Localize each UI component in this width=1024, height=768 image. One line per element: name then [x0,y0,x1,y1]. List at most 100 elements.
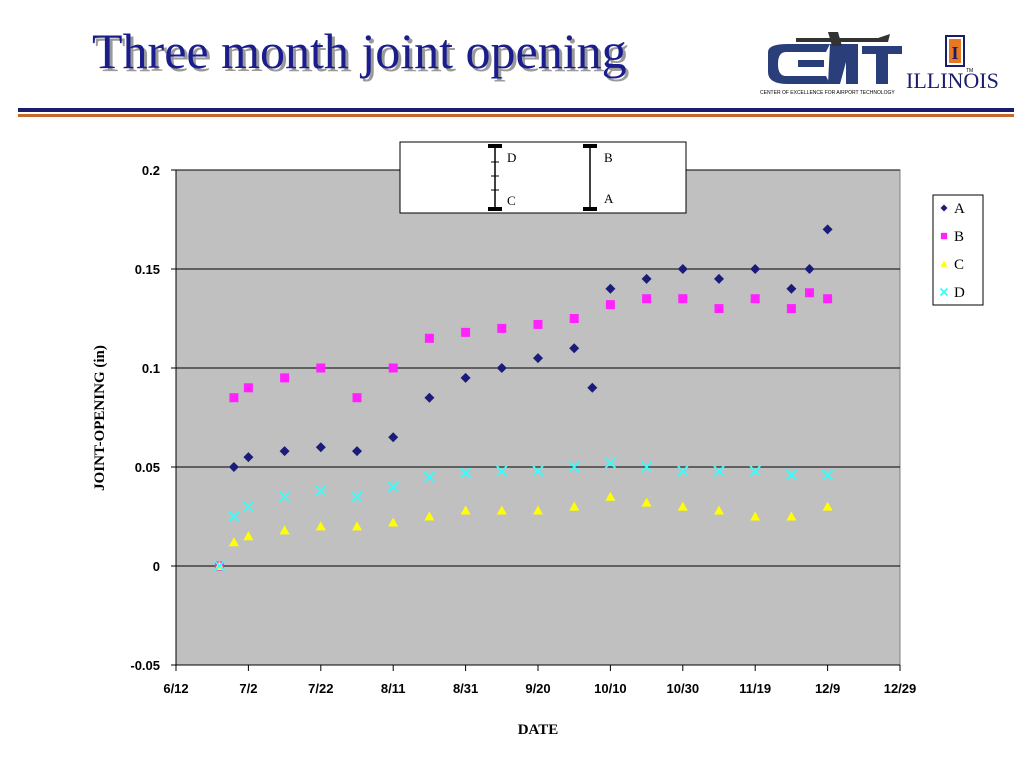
data-point-C [714,505,724,515]
data-point-C [750,511,761,521]
inset-label-b: B [604,150,613,165]
data-point-B [823,294,833,304]
data-point-A [243,452,254,463]
illinois-wordmark: ILLINOIS [906,68,999,93]
data-point-A [641,273,652,284]
data-point-B [714,304,724,314]
data-point-C [228,537,239,547]
legend-label-D: D [954,285,965,301]
data-point-A [352,446,362,457]
x-tick-label: 10/10 [594,681,627,696]
data-point-B [805,288,814,298]
data-point-C [279,525,290,535]
data-point-D [640,461,653,473]
x-tick-label: 12/9 [815,681,840,696]
y-tick-label: 0.05 [135,460,160,475]
legend-label-A: A [954,201,965,217]
data-point-A [228,462,239,472]
legend-label-C: C [954,257,964,273]
data-point-A [605,283,616,294]
legend-marker-C [940,260,948,267]
data-point-B [569,314,579,323]
data-point-A [388,432,399,443]
inset-label-c: C [507,193,516,208]
data-point-C [315,521,326,531]
y-tick-label: -0.05 [130,658,160,673]
x-tick-label: 10/30 [667,681,700,696]
data-point-D [677,465,689,477]
data-point-D [315,485,327,497]
data-point-A [569,343,580,354]
data-point-C [677,501,688,511]
slide-title: Three month joint opening [92,23,627,79]
data-point-A [804,264,815,274]
y-axis: -0.05 0 0.05 0.1 0.15 0.2 [130,163,177,673]
y-axis-label: JOINT-OPENING (in) [92,345,108,491]
data-point-C [641,497,652,507]
data-point-D [749,465,761,477]
data-point-A [496,363,507,373]
data-point-D [604,457,617,469]
block-i-letter: I [951,43,958,63]
ceat-illinois-logo: CENTER OF EXCELLENCE FOR AIRPORT TECHNOL… [760,32,999,96]
x-tick-label: 8/31 [453,681,478,696]
data-point-D [459,467,472,479]
data-point-D [387,481,399,493]
svg-text:TM: TM [966,68,973,74]
data-point-C [822,501,833,511]
series-layer [213,224,834,572]
legend-label-B: B [954,229,964,245]
data-point-B [388,363,398,373]
x-axis: 6/12 7/2 7/22 8/11 8/31 9/20 10/10 10/30 11/19 12… [163,664,917,696]
data-point-A [424,392,435,403]
data-point-C [786,511,797,521]
y-tick-label: 0 [153,559,160,574]
data-point-D [351,491,363,503]
data-point-C [424,511,435,521]
x-tick-label: 7/2 [239,681,257,696]
data-point-D [496,465,508,477]
x-tick-label: 8/11 [381,681,406,696]
data-point-D [213,560,226,572]
inset-diagram: D C B A [399,141,687,214]
x-tick-label: 12/29 [884,681,917,696]
data-point-D [713,465,725,477]
data-point-C [605,491,616,501]
data-point-C [352,521,362,531]
data-point-D [785,469,798,481]
legend-marker-B [940,232,948,240]
inset-label-a: A [604,191,614,206]
data-point-D [242,500,255,513]
data-point-D [423,471,436,483]
legend-marker-D [939,287,949,297]
x-axis-label: DATE [518,722,559,738]
data-point-B [533,319,543,329]
data-point-C [388,517,399,527]
data-point-A [315,442,326,453]
data-point-B [243,383,253,393]
data-point-A [533,353,543,364]
x-tick-label: 6/12 [163,681,188,696]
data-point-C [496,505,507,515]
data-point-C [569,501,580,511]
data-point-A [279,446,290,457]
header-rule-navy [18,108,1014,112]
data-point-B [605,300,615,310]
data-point-B [786,304,796,314]
data-point-C [460,505,471,515]
data-point-A [822,224,833,235]
data-point-D [228,510,240,523]
data-point-C [533,505,543,515]
y-tick-label: 0.2 [142,163,160,178]
data-point-A [786,283,797,294]
inset-label-d: D [507,150,516,165]
header-rule-orange [18,114,1014,117]
data-point-C [243,531,254,541]
data-point-B [229,393,239,403]
series-C [214,491,833,570]
data-point-B [497,323,507,333]
x-tick-label: 9/20 [525,681,550,696]
series-B [214,288,833,571]
